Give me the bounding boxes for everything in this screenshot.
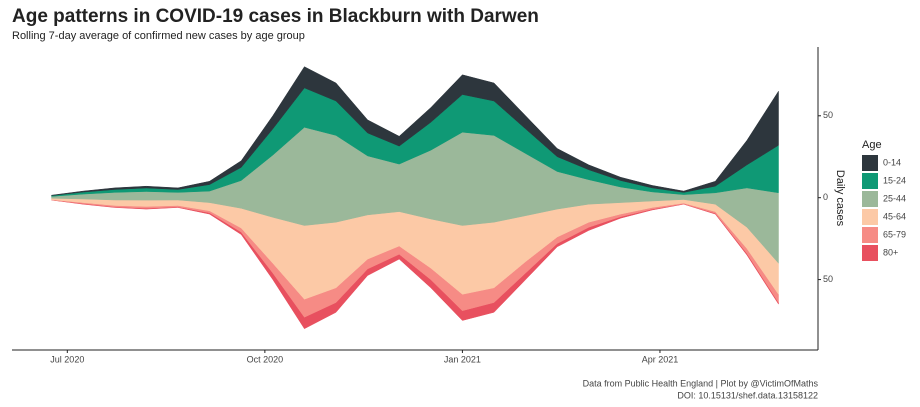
legend-label: 45-64 [883, 211, 906, 221]
legend-label: 65-79 [883, 229, 906, 239]
legend-label: 80+ [883, 247, 898, 257]
chart-subtitle: Rolling 7-day average of confirmed new c… [12, 30, 305, 42]
legend-swatch [862, 155, 878, 171]
legend-swatch [862, 227, 878, 243]
legend-label: 25-44 [883, 193, 906, 203]
y-tick-label: 0 [823, 192, 828, 202]
legend-swatch [862, 191, 878, 207]
caption: Data from Public Health England | Plot b… [583, 378, 819, 388]
y-tick-label: 50 [823, 274, 833, 284]
caption: DOI: 10.15131/shef.data.13158122 [677, 390, 818, 400]
legend-swatch [862, 209, 878, 225]
stream-area [51, 66, 779, 196]
legend-swatch [862, 173, 878, 189]
x-tick-label: Oct 2020 [247, 354, 284, 364]
x-tick-label: Apr 2021 [642, 354, 679, 364]
chart-title: Age patterns in COVID-19 cases in Blackb… [12, 6, 539, 27]
x-tick-label: Jul 2020 [50, 354, 84, 364]
legend-swatch [862, 245, 878, 261]
x-tick-label: Jan 2021 [444, 354, 481, 364]
y-axis-label: Daily cases [834, 170, 846, 227]
legend-label: 15-24 [883, 175, 906, 185]
legend-label: 0-14 [883, 157, 901, 167]
legend-title: Age [862, 139, 882, 151]
y-tick-label: 50 [823, 110, 833, 120]
